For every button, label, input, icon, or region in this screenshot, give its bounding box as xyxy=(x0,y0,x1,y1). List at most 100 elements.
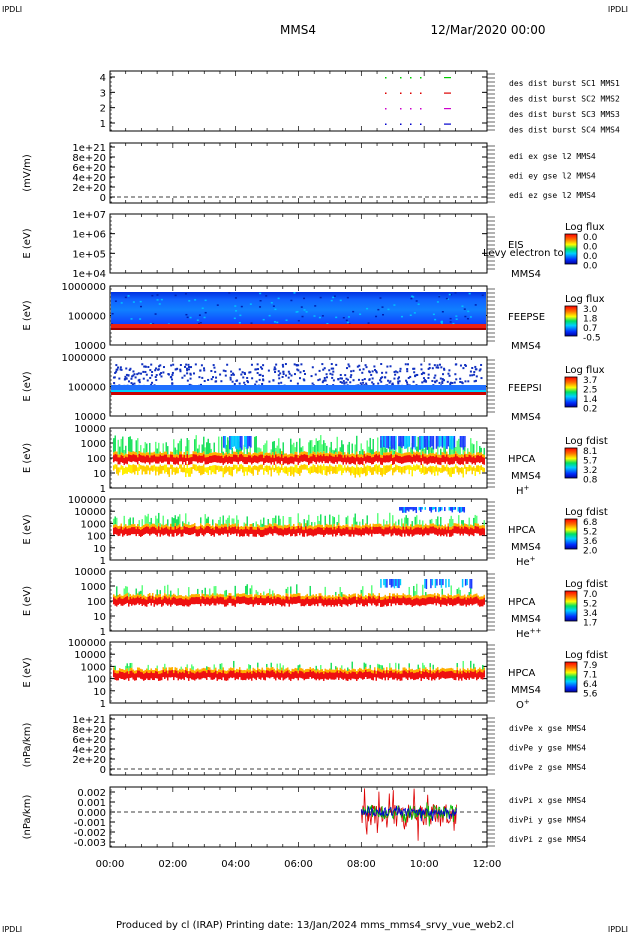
hpca-orange-flux xyxy=(209,524,211,529)
feepsi-sparse-flux xyxy=(311,366,314,369)
hpca-orange-flux xyxy=(131,667,133,672)
feepsi-sparse-flux xyxy=(394,370,397,373)
feepsi-sparse-flux xyxy=(363,378,366,381)
hpca-orange-flux xyxy=(321,669,323,674)
hpca-hot-flux xyxy=(463,507,466,513)
hpca-core-flux xyxy=(146,599,148,607)
hpca-upper-flux xyxy=(363,662,365,669)
hpca-core-flux xyxy=(140,671,142,679)
hpca-orange-flux xyxy=(470,452,472,457)
hpca-core-flux xyxy=(314,672,316,680)
hpca-upper-flux xyxy=(386,448,388,453)
feepse-speckle xyxy=(303,297,306,300)
hpca-orange-flux xyxy=(365,667,367,672)
hpca-upper-flux xyxy=(249,665,251,669)
hpca-core-flux xyxy=(297,457,299,465)
hpca-orange-flux xyxy=(407,525,409,530)
hpca-core-flux xyxy=(426,672,428,680)
hpca-orange-flux xyxy=(215,523,217,528)
hpca-orange-flux xyxy=(434,524,436,529)
hpca-core-flux xyxy=(405,598,407,606)
feepsi-sparse-flux xyxy=(331,376,334,379)
hpca-core-flux xyxy=(249,527,251,535)
hpca-core-flux xyxy=(447,671,449,679)
hpca-core-flux xyxy=(135,529,137,537)
hpca-upper-flux xyxy=(188,587,190,597)
feepsi-sparse-flux xyxy=(162,371,165,374)
hpca-orange-flux xyxy=(465,453,467,458)
hpca-core-flux xyxy=(375,673,377,681)
hpca-core-flux xyxy=(455,598,457,606)
hpca-orange-flux xyxy=(341,596,343,601)
hpca-orange-flux xyxy=(435,452,437,457)
hpca-orange-flux xyxy=(428,594,430,599)
hpca-lower-flux xyxy=(470,465,472,471)
hpca-orange-flux xyxy=(284,596,286,601)
hpca-orange-flux xyxy=(404,452,406,457)
hpca-core-flux xyxy=(390,454,392,462)
hpca-lower-flux xyxy=(447,467,449,475)
hpca-core-flux xyxy=(372,596,374,604)
hpca-orange-flux xyxy=(141,525,143,530)
feepsi-sparse-flux xyxy=(287,370,290,373)
hpca-core-flux xyxy=(279,672,281,680)
hpca-core-flux xyxy=(192,597,194,605)
hpca-hot-flux xyxy=(381,436,384,448)
hpca-orange-flux xyxy=(203,526,205,531)
hpca-orange-flux xyxy=(332,595,334,600)
hpca-core-flux xyxy=(321,456,323,464)
hpca-lower-flux xyxy=(434,466,436,476)
hpca-core-flux xyxy=(264,673,266,681)
hpca-upper-flux xyxy=(156,589,158,596)
feepsi-sparse-flux xyxy=(229,376,232,379)
hpca-orange-flux xyxy=(228,523,230,528)
hpca-lower-flux xyxy=(359,467,361,478)
hpca-core-flux xyxy=(401,457,403,465)
feepsi-sparse-flux xyxy=(186,367,189,370)
feepse-speckle xyxy=(185,313,188,316)
feepsi-sparse-flux xyxy=(290,374,293,377)
hpca-orange-flux xyxy=(183,452,185,457)
hpca-orange-flux xyxy=(363,525,365,530)
feepsi-sparse-flux xyxy=(142,377,145,380)
hpca-core-flux xyxy=(308,671,310,679)
hpca-lower-flux xyxy=(441,465,443,473)
hpca-core-flux xyxy=(162,598,164,606)
hpca-orange-flux xyxy=(281,525,283,530)
feepse-speckle xyxy=(198,314,201,316)
hpca-lower-flux xyxy=(291,466,293,475)
hpca-orange-flux xyxy=(228,452,230,457)
hpca-hot-flux xyxy=(401,436,403,448)
hpca-core-flux xyxy=(311,528,313,536)
hpca-orange-flux xyxy=(288,454,290,459)
hpca-orange-flux xyxy=(299,593,301,598)
hpca-hot-flux xyxy=(426,436,429,450)
hpca-core-flux xyxy=(180,672,182,680)
hpca-lower-flux xyxy=(236,465,238,474)
hpca-upper-flux xyxy=(288,516,290,524)
hpca-core-flux xyxy=(383,455,385,463)
hpca-orange-flux xyxy=(249,524,251,529)
hpca-orange-flux xyxy=(132,451,134,456)
hpca-orange-flux xyxy=(200,452,202,457)
hpca-orange-flux xyxy=(420,670,422,675)
hpca-core-flux xyxy=(464,454,466,462)
hpca-orange-flux xyxy=(326,452,328,457)
hpca-core-flux xyxy=(218,455,220,463)
colorbar-tick-label: 6.8 xyxy=(583,518,598,528)
x-tick-label: 12:00 xyxy=(473,859,502,870)
hpca-orange-flux xyxy=(119,668,121,673)
hpca-core-flux xyxy=(350,673,352,681)
hpca-core-flux xyxy=(236,455,238,463)
feepse-speckle xyxy=(160,298,163,301)
legend-entry: des dist burst SC4 MMS4 xyxy=(509,126,620,135)
hpca-core-flux xyxy=(366,599,368,607)
feepse-speckle xyxy=(318,316,321,319)
hpca-orange-flux xyxy=(164,593,166,598)
hpca-lower-flux xyxy=(476,465,478,472)
hpca-lower-flux xyxy=(170,464,172,469)
hpca-orange-flux xyxy=(176,453,178,458)
hpca-lower-flux xyxy=(369,465,371,473)
feepse-speckle xyxy=(276,321,279,324)
hpca-core-flux xyxy=(377,527,379,535)
